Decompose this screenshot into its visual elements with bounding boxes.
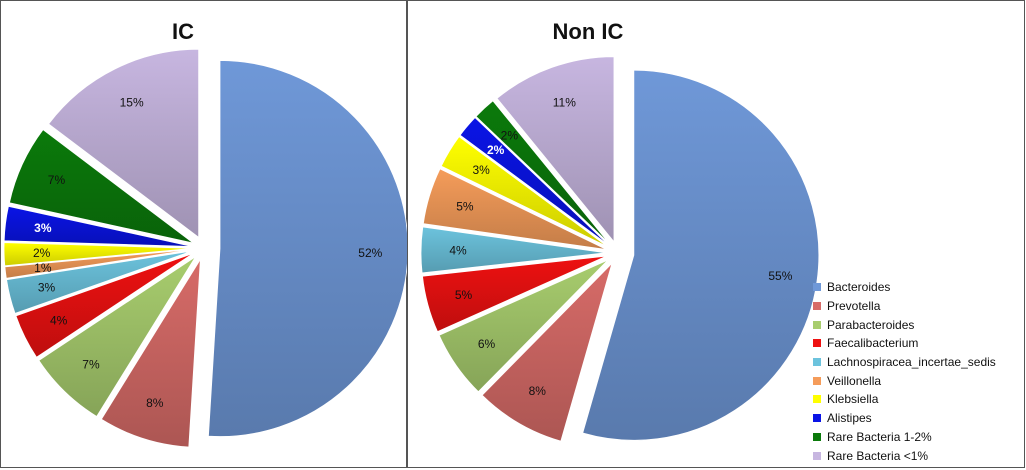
legend-swatch [813,358,821,367]
pie-slice-2 [100,259,201,448]
slice-percent-label: 8% [146,396,164,410]
pie-slice-3 [438,259,609,393]
legend-label: Veillonella [827,373,882,388]
slice-percent-label: 7% [48,173,66,187]
pie-chart-non-ic: Non IC 55% 8% 6% 5% 4% 5% 3% 2%2% 11% [420,19,820,442]
legend-item: Rare Bacteria <1% [813,446,996,465]
legend-swatch [813,376,821,385]
pie-slice-3 [38,256,196,418]
pie-slice-4 [422,255,607,333]
chart-title: Non IC [553,19,624,44]
slice-percent-label: 55% [768,269,792,283]
chart-title: IC [172,19,194,44]
legend-label: Rare Bacteria <1% [827,448,929,463]
slice-percent-label: 8% [529,384,547,398]
pie-chart-ic: IC 52% 8% 7% 4% 3% 1%2% 3% 7% 15% [3,19,409,448]
pie-slice-8 [3,205,193,247]
pie-slice-7 [440,136,608,248]
slice-percent-label: 52% [358,246,382,260]
pie-slice-10 [48,48,200,239]
pie-slice-6 [422,168,607,250]
slice-percent-label: 3% [472,163,490,177]
pie-slice-10 [496,56,615,243]
legend-label: Bacteroides [827,280,891,295]
pie-slice-7 [3,242,193,267]
legend-swatch [813,451,821,460]
legend-label: Klebsiella [827,392,879,407]
legend-label: Rare Bacteria 1-2% [827,429,932,444]
slice-percent-label: 4% [449,244,467,258]
slice-percent-label: 3% [34,221,52,235]
pie-slice-2 [481,263,613,442]
legend-swatch [813,339,821,348]
legend-label: Faecalibacterium [827,336,919,351]
pie-slice-5 [6,250,193,314]
legend-item: Prevotella [813,297,996,316]
slice-percent-label: 6% [478,337,496,351]
legend-swatch [813,283,821,292]
legend-swatch [813,320,821,329]
legend-label: Alistipes [827,411,872,426]
legend-swatch [813,414,821,423]
pie-slice-4 [15,252,194,358]
legend-label: Prevotella [827,299,881,314]
pie-slice-8 [459,116,610,246]
legend-item: Lachnospiracea_incertae_sedis [813,353,996,372]
pie-slice-1 [582,69,820,441]
legend-swatch [813,432,821,441]
slice-percent-label: 1% [34,261,52,275]
pie-slice-9 [475,100,611,245]
legend-item: Parabacteroides [813,315,996,334]
slice-percent-label: 2% [487,143,505,157]
chart-legend: Bacteroides Prevotella Parabacteroides F… [813,278,996,465]
legend-item: Bacteroides [813,278,996,297]
slice-percent-label: 15% [120,96,144,110]
slice-percent-label: 7% [82,358,100,372]
slice-percent-label: 2% [33,246,51,260]
legend-swatch [813,395,821,404]
legend-label: Lachnospiracea_incertae_sedis [827,355,996,370]
legend-label: Parabacteroides [827,317,915,332]
pie-slice-5 [420,226,607,274]
slice-percent-label: 11% [553,95,576,109]
legend-item: Rare Bacteria 1-2% [813,428,996,447]
slice-percent-label: 3% [38,281,56,295]
pie-panel-non-ic: Non IC 55% 8% 6% 5% 4% 5% 3% 2% 2% 11% [407,0,1025,468]
legend-swatch [813,302,821,311]
legend-item: Alistipes [813,409,996,428]
slice-percent-label: 4% [50,313,68,327]
legend-item: Faecalibacterium [813,334,996,353]
legend-item: Klebsiella [813,390,996,409]
slice-percent-label: 2% [501,129,519,143]
pie-panel-ic: IC 52% 8% 7% 4% 3% 1% 2% 3% 7% 15% [0,0,409,468]
pie-slice-9 [8,129,194,244]
legend-item: Veillonella [813,371,996,390]
slice-percent-label: 5% [455,288,473,302]
pie-slice-6 [4,249,193,279]
slice-percent-label: 5% [456,199,474,213]
